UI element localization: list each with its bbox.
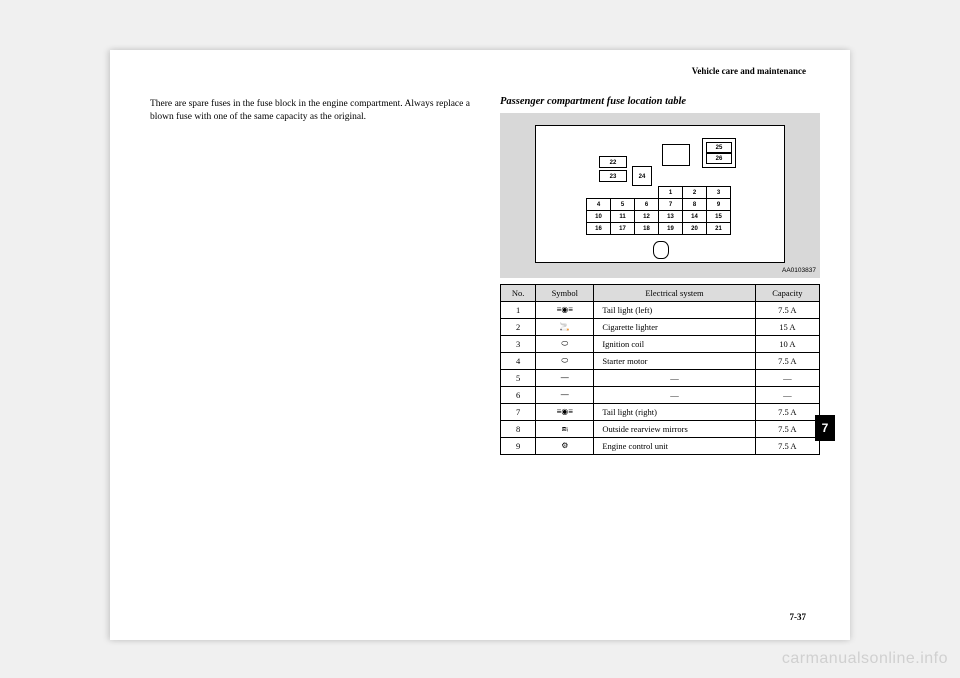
- fuse-23: 23: [599, 170, 627, 182]
- ecu-icon: ⚙: [536, 438, 594, 455]
- cell-capacity: 7.5 A: [755, 404, 819, 421]
- fuse-panel-outline: 22 23 24 25 26 1 2 3 4 5 6 7: [535, 125, 785, 263]
- fuse-22: 22: [599, 156, 627, 168]
- table-row: 9 ⚙ Engine control unit 7.5 A: [501, 438, 820, 455]
- fuse-cell: 4: [587, 199, 611, 211]
- fuse-cell: 3: [707, 187, 731, 199]
- fuse-25: 25: [706, 142, 732, 153]
- cell-no: 8: [501, 421, 536, 438]
- chapter-tab: 7: [815, 415, 835, 441]
- fuse-cell: 14: [683, 211, 707, 223]
- fuse-cell: 20: [683, 223, 707, 235]
- table-row: 1 ≡◉≡ Tail light (left) 7.5 A: [501, 302, 820, 319]
- section-header: Vehicle care and maintenance: [692, 66, 806, 76]
- fuse-cell: 17: [611, 223, 635, 235]
- fuse-grid: 1 2 3 4 5 6 7 8 9 10 11: [586, 186, 731, 235]
- fuse-location-table: No. Symbol Electrical system Capacity 1 …: [500, 284, 820, 455]
- table-row: 7 ≡◉≡ Tail light (right) 7.5 A: [501, 404, 820, 421]
- cell-capacity: —: [755, 387, 819, 404]
- col-capacity: Capacity: [755, 285, 819, 302]
- col-system: Electrical system: [594, 285, 755, 302]
- fuse-cell: 15: [707, 211, 731, 223]
- table-row: 2 🚬 Cigarette lighter 15 A: [501, 319, 820, 336]
- cell-no: 1: [501, 302, 536, 319]
- starter-motor-icon: ⬭: [536, 353, 594, 370]
- cell-capacity: 10 A: [755, 336, 819, 353]
- cell-no: 2: [501, 319, 536, 336]
- fuse-26: 26: [706, 153, 732, 164]
- fuse-cell: 6: [635, 199, 659, 211]
- cell-capacity: —: [755, 370, 819, 387]
- subheading: Passenger compartment fuse location tabl…: [500, 96, 820, 107]
- page-number: 7-37: [790, 612, 807, 622]
- table-row: 3 ⬭ Ignition coil 10 A: [501, 336, 820, 353]
- fuse-cell: 13: [659, 211, 683, 223]
- cell-no: 5: [501, 370, 536, 387]
- fuse-cell: 9: [707, 199, 731, 211]
- dash-icon: —: [536, 387, 594, 404]
- tail-light-left-icon: ≡◉≡: [536, 302, 594, 319]
- right-column: Passenger compartment fuse location tabl…: [500, 96, 820, 455]
- cell-no: 7: [501, 404, 536, 421]
- cell-system: Tail light (right): [594, 404, 755, 421]
- dash-icon: —: [536, 370, 594, 387]
- watermark: carmanualsonline.info: [782, 650, 948, 668]
- table-row: 6 — — —: [501, 387, 820, 404]
- cell-capacity: 7.5 A: [755, 302, 819, 319]
- fuse-cell: 7: [659, 199, 683, 211]
- fuse-cell: 16: [587, 223, 611, 235]
- table-row: 5 — — —: [501, 370, 820, 387]
- cell-no: 6: [501, 387, 536, 404]
- fuse-cell: 5: [611, 199, 635, 211]
- table-row: 4 ⬭ Starter motor 7.5 A: [501, 353, 820, 370]
- tail-light-right-icon: ≡◉≡: [536, 404, 594, 421]
- cell-capacity: 7.5 A: [755, 421, 819, 438]
- fuse-cell: 10: [587, 211, 611, 223]
- table-row: 8 ⧈ᵢ Outside rearview mirrors 7.5 A: [501, 421, 820, 438]
- panel-slot: [653, 241, 669, 259]
- fuse-24: 24: [632, 166, 652, 186]
- cigarette-lighter-icon: 🚬: [536, 319, 594, 336]
- fuse-cell: 11: [611, 211, 635, 223]
- fuse-cell: 18: [635, 223, 659, 235]
- cell-system: Ignition coil: [594, 336, 755, 353]
- cell-system: Engine control unit: [594, 438, 755, 455]
- cell-capacity: 15 A: [755, 319, 819, 336]
- cell-no: 4: [501, 353, 536, 370]
- cell-system: —: [594, 370, 755, 387]
- cell-capacity: 7.5 A: [755, 438, 819, 455]
- cell-system: Cigarette lighter: [594, 319, 755, 336]
- fuse-cell: 12: [635, 211, 659, 223]
- cell-capacity: 7.5 A: [755, 353, 819, 370]
- cell-no: 3: [501, 336, 536, 353]
- fuse-cell: 8: [683, 199, 707, 211]
- mirror-icon: ⧈ᵢ: [536, 421, 594, 438]
- fuse-diagram: 22 23 24 25 26 1 2 3 4 5 6 7: [500, 113, 820, 278]
- fuse-cell: 21: [707, 223, 731, 235]
- fuse-cell: 19: [659, 223, 683, 235]
- cell-system: —: [594, 387, 755, 404]
- fuse-cell: 2: [683, 187, 707, 199]
- col-no: No.: [501, 285, 536, 302]
- cell-system: Starter motor: [594, 353, 755, 370]
- col-symbol: Symbol: [536, 285, 594, 302]
- body-text: There are spare fuses in the fuse block …: [150, 98, 470, 124]
- cell-no: 9: [501, 438, 536, 455]
- blank-box: [662, 144, 690, 166]
- ignition-coil-icon: ⬭: [536, 336, 594, 353]
- manual-page: Vehicle care and maintenance There are s…: [110, 50, 850, 640]
- diagram-reference: AA0103837: [782, 267, 816, 274]
- cell-system: Outside rearview mirrors: [594, 421, 755, 438]
- fuse-cell: 1: [659, 187, 683, 199]
- cell-system: Tail light (left): [594, 302, 755, 319]
